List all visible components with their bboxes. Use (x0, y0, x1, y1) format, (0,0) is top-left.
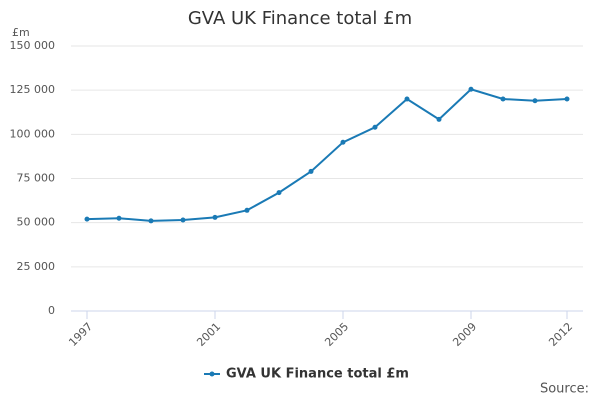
point (500, 96, 506, 102)
point (372, 124, 378, 130)
source: Source: (540, 382, 589, 397)
legend-label: GVA UK Finance total £m (226, 367, 409, 382)
point (212, 214, 218, 220)
point (116, 215, 122, 221)
point (276, 190, 282, 196)
point (84, 216, 90, 222)
y-tick-label: 0 (48, 304, 55, 317)
point (308, 168, 314, 174)
point (148, 218, 154, 224)
point (564, 96, 570, 102)
y-tick-label: 100 000 (10, 127, 56, 140)
y-unit-label: £m (12, 26, 30, 39)
point (404, 96, 410, 102)
point (532, 98, 538, 104)
y-tick-label: 75 000 (17, 172, 56, 185)
y-tick-label: 150 000 (10, 39, 56, 52)
x-tick-label: 2005 (322, 320, 351, 349)
x-tick-label: 2001 (194, 320, 223, 349)
legend-marker (209, 371, 215, 377)
y-tick-label: 125 000 (10, 83, 56, 96)
chart-title: GVA UK Finance total £m (188, 8, 412, 29)
y-tick-label: 25 000 (17, 260, 56, 273)
point (436, 116, 442, 122)
x-tick-label: 1997 (66, 320, 95, 349)
point (244, 207, 250, 213)
line (86, 88, 568, 222)
x-tick-label: 2009 (450, 320, 479, 349)
x-tick-label: 2012 (546, 320, 575, 349)
point (180, 217, 186, 223)
point (468, 86, 474, 92)
point (340, 139, 346, 145)
y-tick-label: 50 000 (17, 216, 56, 229)
